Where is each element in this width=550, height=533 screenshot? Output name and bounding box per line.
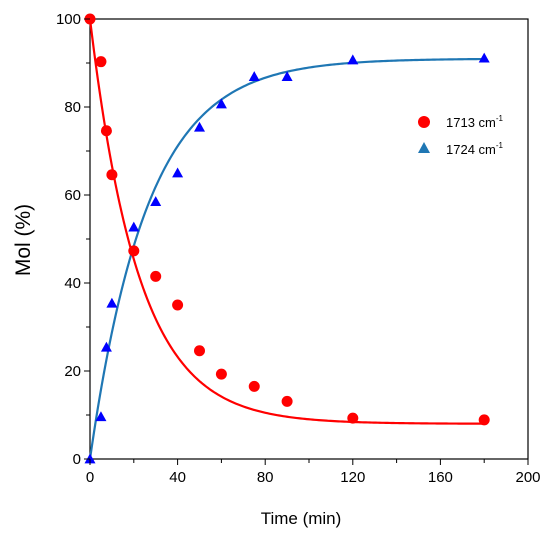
data-point-triangle <box>281 71 293 82</box>
x-tick-label: 80 <box>257 469 274 486</box>
legend-label-1713: 1713 cm-1 <box>446 114 504 130</box>
data-point-triangle <box>347 54 359 65</box>
data-point-circle <box>248 380 260 392</box>
y-tick-label: 100 <box>56 11 81 28</box>
plot-frame <box>89 18 529 460</box>
data-point-triangle <box>194 121 205 132</box>
fit-curves <box>88 18 485 460</box>
legend-marker-circle <box>418 116 430 128</box>
data-point-circle <box>194 345 205 357</box>
x-axis-title: Time (min) <box>261 509 342 528</box>
data-point-circle <box>215 368 227 380</box>
data-point-triangle <box>215 98 227 109</box>
data-point-triangle <box>128 221 140 232</box>
fit-curve-0 <box>88 18 485 425</box>
legend-label-1724: 1724 cm-1 <box>446 141 504 157</box>
y-tick-label: 60 <box>64 187 81 204</box>
data-point-triangle <box>95 411 107 422</box>
y-tick-label: 40 <box>64 275 81 292</box>
x-tick-label: 160 <box>428 469 453 486</box>
data-point-circle <box>347 412 359 424</box>
data-point-circle <box>100 125 112 137</box>
y-tick-label: 20 <box>64 363 81 380</box>
legend-marker-triangle <box>418 142 430 153</box>
data-point-triangle <box>106 297 118 308</box>
data-point-circle <box>95 56 107 68</box>
data-point-circle <box>128 245 140 257</box>
data-point-triangle <box>248 71 260 82</box>
data-point-circle <box>150 270 162 282</box>
data-point-triangle <box>84 453 96 464</box>
axis-ticks: 0 40 80 120 160 200 0 20 40 60 80 100 <box>56 11 541 486</box>
legend-item-1724: 1724 cm-1 <box>418 141 504 157</box>
y-axis-title: Mol (%) <box>12 204 35 276</box>
x-tick-label: 120 <box>340 469 365 486</box>
plot-axes <box>89 18 529 460</box>
x-tick-label: 0 <box>86 469 94 486</box>
data-point-triangle <box>100 341 112 352</box>
data-point-triangle <box>478 52 490 63</box>
y-tick-label: 80 <box>64 99 81 116</box>
data-point-circle <box>106 169 118 181</box>
data-point-circle <box>172 299 184 311</box>
x-tick-label: 200 <box>515 469 540 486</box>
legend: 1713 cm-1 1724 cm-1 <box>418 114 504 157</box>
data-points <box>84 13 490 464</box>
data-point-circle <box>281 395 293 407</box>
data-point-triangle <box>172 167 184 178</box>
data-point-triangle <box>150 196 162 206</box>
data-point-circle <box>478 414 490 426</box>
y-tick-label: 0 <box>73 451 81 468</box>
x-tick-label: 40 <box>169 469 186 486</box>
legend-item-1713: 1713 cm-1 <box>418 114 504 130</box>
